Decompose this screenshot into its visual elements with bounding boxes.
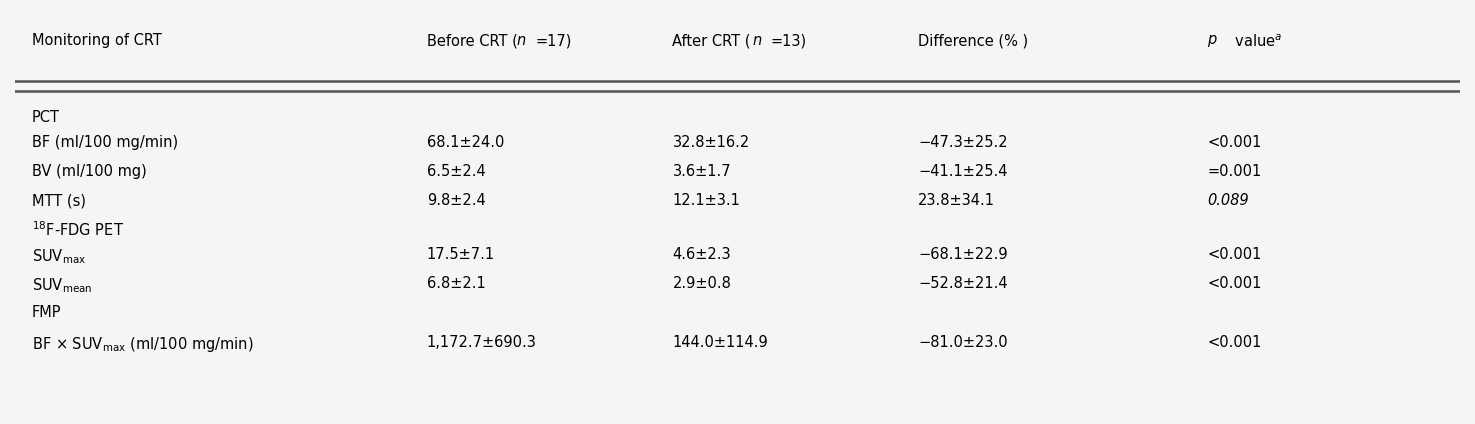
Text: =0.001: =0.001	[1207, 164, 1261, 179]
Text: 0.089: 0.089	[1207, 193, 1249, 208]
Text: 4.6±2.3: 4.6±2.3	[673, 247, 732, 262]
Text: BF × SUV$_{\mathregular{max}}$ (ml/100 mg/min): BF × SUV$_{\mathregular{max}}$ (ml/100 m…	[32, 335, 254, 354]
Text: 32.8±16.2: 32.8±16.2	[673, 135, 749, 150]
Text: −47.3±25.2: −47.3±25.2	[917, 135, 1007, 150]
Text: −41.1±25.4: −41.1±25.4	[917, 164, 1007, 179]
Text: $n$: $n$	[516, 33, 527, 48]
Text: <0.001: <0.001	[1207, 135, 1261, 150]
Text: PCT: PCT	[32, 110, 60, 125]
Text: $p$: $p$	[1207, 33, 1218, 49]
Text: 2.9±0.8: 2.9±0.8	[673, 276, 732, 291]
Text: =13): =13)	[771, 33, 807, 48]
Text: 1,172.7±690.3: 1,172.7±690.3	[426, 335, 537, 349]
Text: <0.001: <0.001	[1207, 247, 1261, 262]
Text: Before CRT (: Before CRT (	[426, 33, 518, 48]
Text: Difference (% ): Difference (% )	[917, 33, 1028, 48]
Text: Monitoring of CRT: Monitoring of CRT	[32, 33, 162, 48]
Text: 68.1±24.0: 68.1±24.0	[426, 135, 504, 150]
Text: 23.8±34.1: 23.8±34.1	[917, 193, 996, 208]
Text: 3.6±1.7: 3.6±1.7	[673, 164, 732, 179]
Text: value$^{a}$: value$^{a}$	[1230, 33, 1283, 50]
Text: =17): =17)	[535, 33, 571, 48]
Text: −68.1±22.9: −68.1±22.9	[917, 247, 1007, 262]
Text: 9.8±2.4: 9.8±2.4	[426, 193, 485, 208]
Text: $n$: $n$	[752, 33, 763, 48]
Text: $^{18}$F-FDG PET: $^{18}$F-FDG PET	[32, 220, 124, 239]
Text: 6.5±2.4: 6.5±2.4	[426, 164, 485, 179]
Text: SUV$_{\mathregular{max}}$: SUV$_{\mathregular{max}}$	[32, 247, 86, 266]
Text: 6.8±2.1: 6.8±2.1	[426, 276, 485, 291]
Text: 12.1±3.1: 12.1±3.1	[673, 193, 740, 208]
Text: MTT (s): MTT (s)	[32, 193, 86, 208]
Text: 144.0±114.9: 144.0±114.9	[673, 335, 768, 349]
Text: <0.001: <0.001	[1207, 335, 1261, 349]
Text: −52.8±21.4: −52.8±21.4	[917, 276, 1007, 291]
Text: BV (ml/100 mg): BV (ml/100 mg)	[32, 164, 148, 179]
Text: After CRT (: After CRT (	[673, 33, 751, 48]
Text: BF (ml/100 mg/min): BF (ml/100 mg/min)	[32, 135, 178, 150]
Text: FMP: FMP	[32, 305, 62, 321]
Text: SUV$_{\mathregular{mean}}$: SUV$_{\mathregular{mean}}$	[32, 276, 93, 295]
Text: −81.0±23.0: −81.0±23.0	[917, 335, 1007, 349]
Text: <0.001: <0.001	[1207, 276, 1261, 291]
Text: 17.5±7.1: 17.5±7.1	[426, 247, 494, 262]
